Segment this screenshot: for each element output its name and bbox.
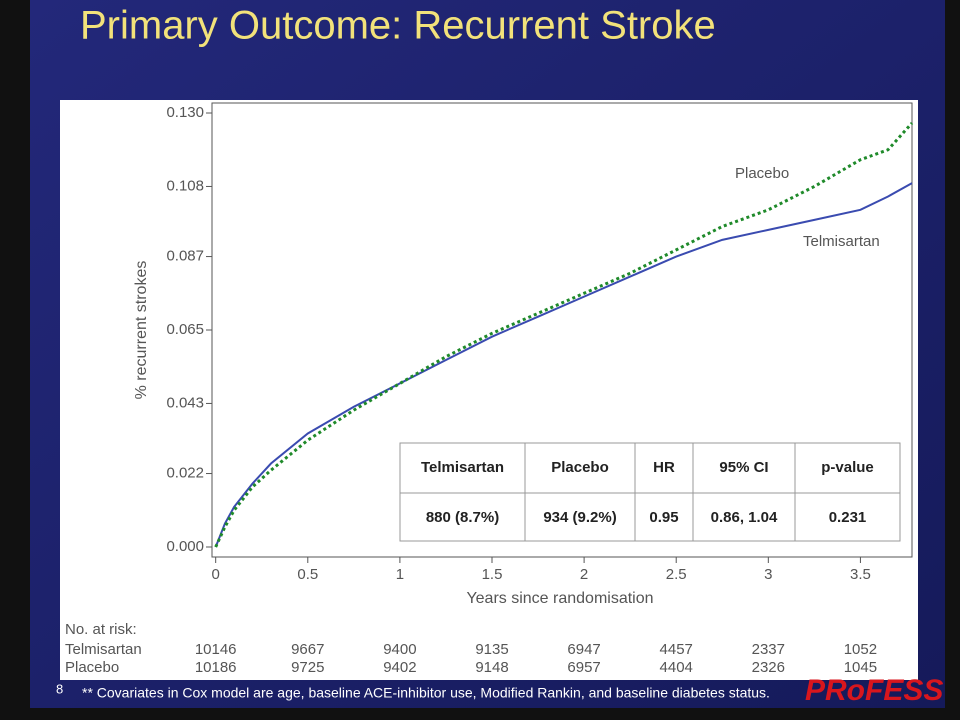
at-risk-count: 6957: [567, 659, 600, 676]
at-risk-count: 1052: [844, 641, 877, 658]
x-tick-label: 3: [764, 566, 772, 583]
at-risk-name: Telmisartan: [65, 641, 142, 658]
series-line: [214, 182, 913, 548]
chart-panel: [60, 100, 918, 680]
table-cell: 880 (8.7%): [426, 509, 499, 526]
table-cell: 95% CI: [719, 459, 768, 476]
at-risk-count: 2326: [752, 659, 785, 676]
x-axis-label: Years since randomisation: [466, 590, 653, 607]
table-cell: Placebo: [551, 459, 609, 476]
table-cell: Telmisartan: [421, 459, 504, 476]
table-cell: 934 (9.2%): [543, 509, 616, 526]
series-label: Telmisartan: [803, 233, 880, 250]
y-tick-label: 0.000: [166, 538, 204, 555]
footnote: ** Covariates in Cox model are age, base…: [82, 685, 770, 701]
table-cell: 0.231: [829, 509, 867, 526]
table-cell: HR: [653, 459, 675, 476]
y-axis-label: % recurrent strokes: [133, 261, 150, 400]
y-tick-label: 0.065: [166, 321, 204, 338]
at-risk-count: 4404: [660, 659, 693, 676]
x-tick-label: 2.5: [666, 566, 687, 583]
at-risk-count: 9148: [475, 659, 508, 676]
at-risk-count: 10186: [195, 659, 237, 676]
at-risk-count: 10146: [195, 641, 237, 658]
x-tick-label: 1.5: [482, 566, 503, 583]
at-risk-count: 1045: [844, 659, 877, 676]
stats-table: [399, 442, 901, 542]
at-risk-count: 9135: [475, 641, 508, 658]
page-number: 8: [56, 681, 63, 696]
y-tick-label: 0.022: [166, 465, 204, 482]
y-tick-label: 0.130: [166, 104, 204, 121]
y-tick-label: 0.087: [166, 248, 204, 265]
at-risk-name: Placebo: [65, 659, 119, 676]
at-risk-count: 9400: [383, 641, 416, 658]
x-tick-label: 3.5: [850, 566, 871, 583]
at-risk-count: 9725: [291, 659, 324, 676]
table-cell: 0.95: [649, 509, 678, 526]
at-risk-count: 6947: [567, 641, 600, 658]
x-tick-label: 2: [580, 566, 588, 583]
y-tick-label: 0.108: [166, 177, 204, 194]
at-risk-count: 2337: [752, 641, 785, 658]
series-label: Placebo: [735, 165, 789, 182]
table-cell: 0.86, 1.04: [711, 509, 778, 526]
logo: PRoFESS: [805, 674, 943, 707]
x-tick-label: 0.5: [297, 566, 318, 583]
at-risk-count: 9667: [291, 641, 324, 658]
slide-title: Primary Outcome: Recurrent Stroke: [80, 4, 716, 48]
table-cell: p-value: [821, 459, 874, 476]
x-tick-label: 0: [212, 566, 220, 583]
at-risk-title: No. at risk:: [65, 621, 137, 638]
at-risk-count: 4457: [660, 641, 693, 658]
at-risk-count: 9402: [383, 659, 416, 676]
series-line: [214, 122, 914, 548]
y-tick-label: 0.043: [166, 394, 204, 411]
chart: 0.000 0.022 0.043 0.065 0.087 0.108 0.130 0 0.5 1…: [65, 102, 914, 676]
x-tick-label: 1: [396, 566, 404, 583]
